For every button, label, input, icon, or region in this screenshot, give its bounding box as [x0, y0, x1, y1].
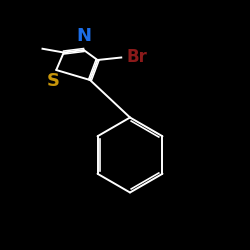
- Text: S: S: [47, 72, 60, 90]
- Text: Br: Br: [126, 48, 147, 66]
- Text: N: N: [76, 27, 91, 45]
